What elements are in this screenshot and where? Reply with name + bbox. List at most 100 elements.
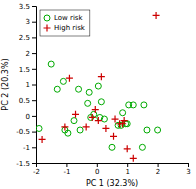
y-tick: 2	[26, 50, 36, 58]
y-tick: 1.5	[19, 66, 36, 74]
point	[155, 127, 161, 133]
point	[98, 73, 105, 80]
y-tick-mark	[32, 53, 36, 54]
y-tick-mark	[32, 69, 36, 70]
y-tick-label: -1	[23, 144, 30, 152]
point	[95, 83, 101, 89]
legend-frame	[40, 10, 90, 36]
point	[39, 136, 46, 143]
y-tick-mark	[32, 100, 36, 101]
y-tick-label: -0.5	[16, 128, 30, 136]
x-tick: 2	[156, 163, 160, 176]
point	[60, 78, 66, 84]
point	[119, 120, 126, 127]
y-tick: 3	[26, 18, 36, 26]
y-tick-label: 1	[26, 81, 30, 89]
y-tick: 1	[26, 81, 36, 89]
y-tick-label: 1.5	[19, 66, 30, 74]
x-tick-label: 1	[125, 168, 129, 176]
point	[141, 102, 147, 108]
x-tick: -2	[33, 163, 40, 176]
y-tick-mark	[32, 147, 36, 148]
point	[130, 102, 136, 108]
y-tick-label: -1.5	[16, 160, 30, 168]
point	[76, 86, 82, 92]
point	[130, 155, 137, 162]
x-tick-mark	[158, 163, 159, 167]
point	[139, 144, 145, 150]
y-tick: 0.5	[19, 97, 36, 105]
point	[92, 106, 99, 113]
y-tick: 2.5	[19, 34, 36, 42]
x-tick: 0	[95, 163, 99, 176]
point	[77, 127, 83, 133]
y-axis: -1.5 -1 -0.5 0 0.5 1 1.5 2 2.5 3 3.5	[16, 3, 36, 168]
point	[101, 116, 107, 122]
point	[36, 125, 42, 131]
point	[89, 114, 96, 121]
x-tick: 3	[186, 163, 190, 176]
y-axis-line	[32, 7, 37, 164]
point	[110, 133, 117, 140]
series	[36, 61, 161, 150]
x-tick-label: 3	[186, 168, 190, 176]
point	[71, 118, 77, 124]
y-axis-title: PC 2 (20.3%)	[1, 58, 10, 110]
x-tick-mark	[97, 163, 98, 167]
chart: -2 -1 0 1 2 3 -1.5 -1 -0.5 0 0.5 1 1.5 2 2.5 3 3.5 PC 1 (…	[0, 0, 196, 189]
legend-entry: High risk	[44, 24, 86, 32]
x-tick: -1	[63, 163, 70, 176]
legend-label: Low risk	[54, 14, 83, 22]
point	[121, 117, 128, 124]
point	[102, 125, 109, 132]
y-tick-mark	[32, 116, 36, 117]
point	[61, 123, 68, 130]
y-tick-label: 0	[26, 113, 30, 121]
y-tick-label: 3	[26, 18, 30, 26]
x-axis-title: PC 1 (32.3%)	[86, 179, 138, 188]
x-axis-line	[37, 164, 189, 168]
y-tick-label: 2	[26, 50, 30, 58]
y-tick-mark	[32, 163, 36, 164]
x-tick-mark	[188, 163, 189, 167]
legend-marker	[44, 25, 51, 32]
legend-entry: Low risk	[44, 14, 83, 22]
point	[153, 12, 160, 19]
legend-marker	[44, 15, 50, 21]
y-tick: -1	[23, 144, 36, 152]
y-tick: 0	[26, 113, 36, 121]
x-axis: -2 -1 0 1 2 3	[33, 163, 191, 176]
point	[95, 117, 102, 124]
y-tick: 3.5	[19, 3, 36, 11]
point	[98, 99, 104, 105]
x-tick-label: -1	[63, 168, 70, 176]
x-tick-label: -2	[33, 168, 40, 176]
point	[120, 110, 126, 116]
point	[54, 86, 60, 92]
y-tick-mark	[32, 132, 36, 133]
y-tick: -0.5	[16, 128, 36, 136]
point	[85, 100, 91, 106]
x-tick-mark	[66, 163, 67, 167]
point	[48, 61, 54, 67]
point	[144, 127, 150, 133]
legend: Low risk High risk	[40, 10, 90, 36]
point	[66, 75, 73, 82]
point	[86, 89, 92, 95]
y-tick: -1.5	[16, 160, 36, 168]
legend-label: High risk	[54, 24, 86, 32]
point	[83, 123, 90, 130]
y-tick-label: 0.5	[19, 97, 30, 105]
point	[124, 145, 131, 152]
y-tick-mark	[32, 85, 36, 86]
point	[112, 116, 119, 123]
x-tick-label: 2	[156, 168, 160, 176]
x-tick-mark	[127, 163, 128, 167]
x-tick: 1	[125, 163, 129, 176]
y-tick-mark	[32, 6, 36, 7]
point	[65, 130, 71, 136]
point	[109, 144, 115, 150]
x-tick-label: 0	[95, 168, 99, 176]
y-tick-label: 3.5	[19, 3, 30, 11]
y-tick-mark	[32, 37, 36, 38]
